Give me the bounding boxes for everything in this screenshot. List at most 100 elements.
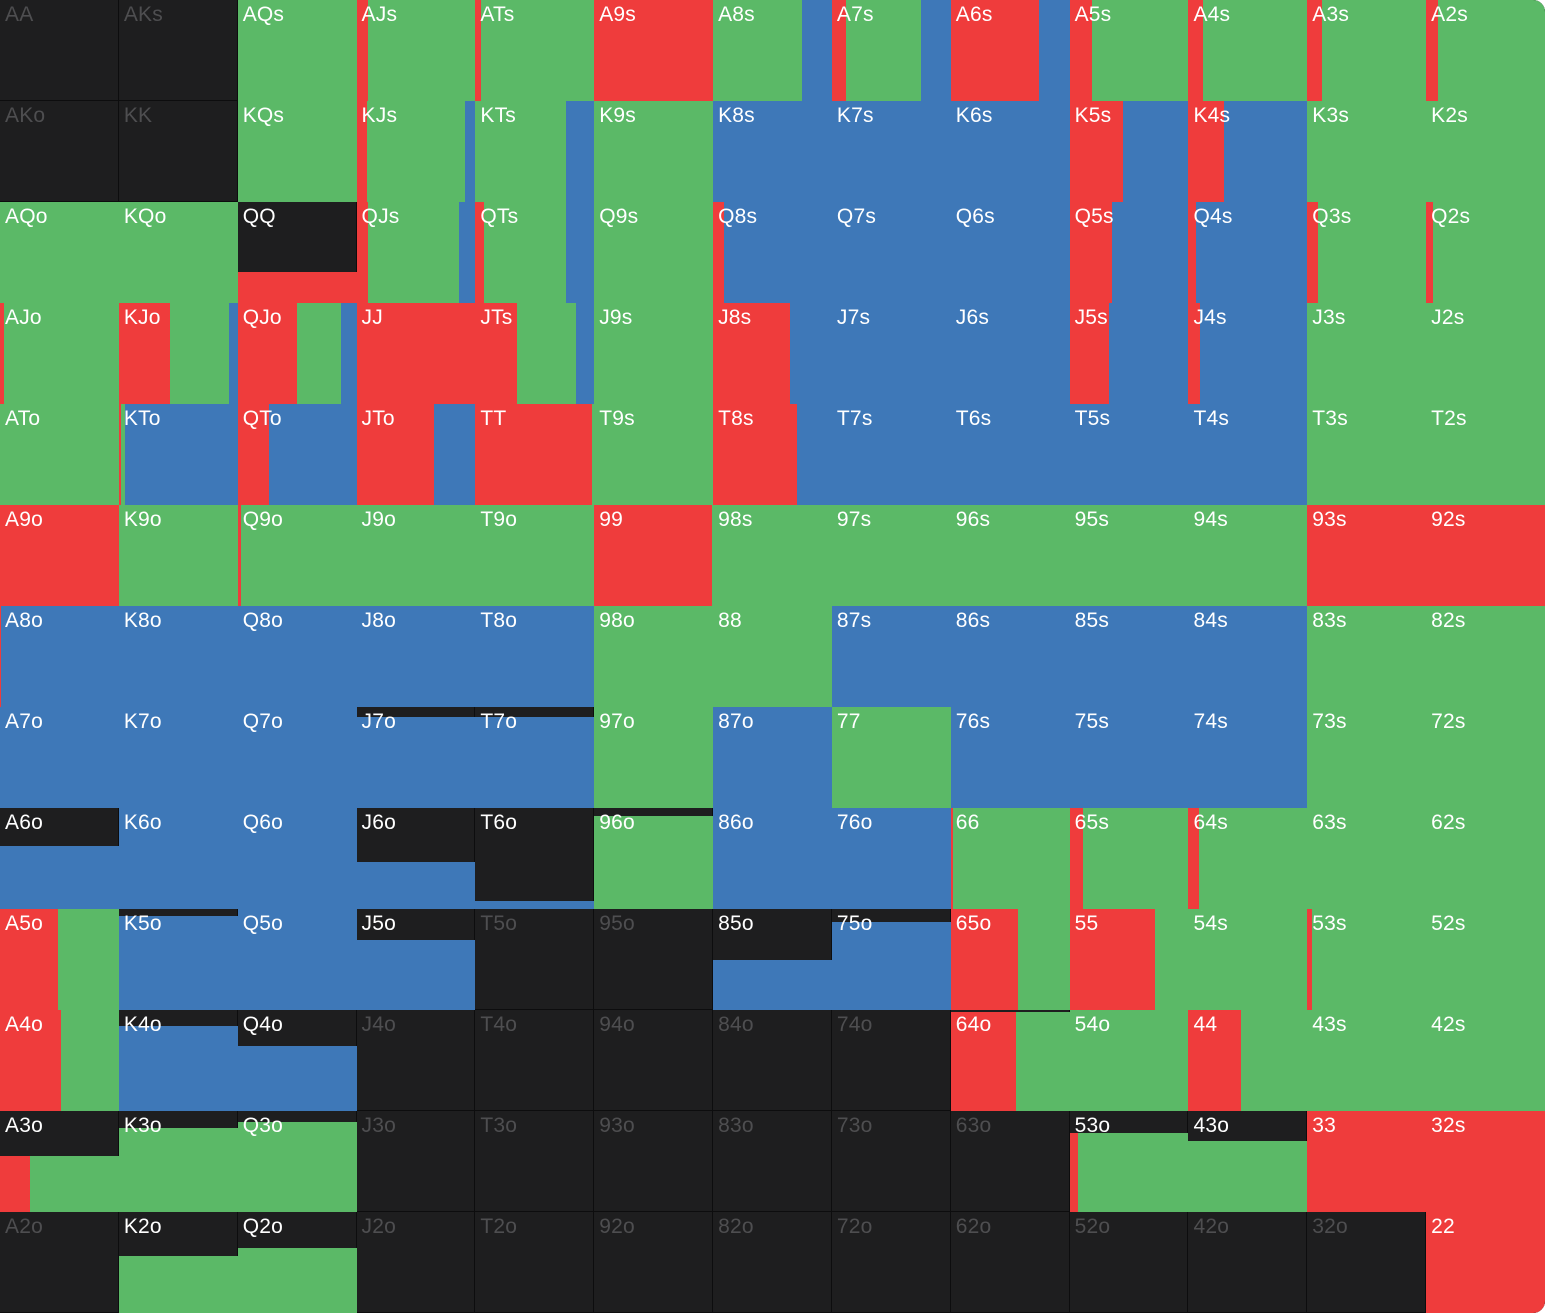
- hand-cell[interactable]: 65s: [1069, 808, 1189, 909]
- hand-cell[interactable]: Q5o: [237, 909, 357, 1010]
- hand-cell[interactable]: T4s: [1188, 404, 1308, 505]
- hand-cell[interactable]: JTs: [475, 303, 595, 404]
- hand-cell[interactable]: A9s: [594, 0, 714, 101]
- hand-cell[interactable]: J7s: [831, 303, 951, 404]
- hand-cell[interactable]: A8o: [0, 606, 119, 707]
- hand-cell[interactable]: TT: [475, 404, 595, 505]
- hand-cell[interactable]: 43o: [1188, 1111, 1308, 1212]
- hand-cell[interactable]: 95s: [1069, 505, 1189, 606]
- hand-cell[interactable]: A4s: [1188, 0, 1308, 101]
- hand-cell[interactable]: J4o: [356, 1010, 476, 1111]
- hand-cell[interactable]: ATo: [0, 404, 119, 505]
- hand-cell[interactable]: A4o: [0, 1010, 119, 1111]
- hand-cell[interactable]: K8o: [118, 606, 238, 707]
- hand-cell[interactable]: K7s: [831, 101, 951, 202]
- hand-cell[interactable]: Q8o: [237, 606, 357, 707]
- hand-cell[interactable]: J5o: [356, 909, 476, 1010]
- hand-cell[interactable]: 74o: [831, 1010, 951, 1111]
- hand-cell[interactable]: 83s: [1307, 606, 1427, 707]
- hand-cell[interactable]: 73s: [1307, 707, 1427, 808]
- hand-cell[interactable]: K5s: [1069, 101, 1189, 202]
- hand-cell[interactable]: KQo: [118, 202, 238, 303]
- hand-cell[interactable]: KK: [118, 101, 238, 202]
- hand-cell[interactable]: T5o: [475, 909, 595, 1010]
- hand-cell[interactable]: 86o: [713, 808, 832, 909]
- hand-cell[interactable]: 92s: [1426, 505, 1545, 606]
- hand-cell[interactable]: K6o: [118, 808, 238, 909]
- hand-cell[interactable]: 66: [950, 808, 1070, 909]
- hand-cell[interactable]: A3s: [1307, 0, 1427, 101]
- hand-cell[interactable]: T8o: [475, 606, 595, 707]
- hand-cell[interactable]: K7o: [118, 707, 238, 808]
- hand-cell[interactable]: 94s: [1188, 505, 1308, 606]
- hand-cell[interactable]: A7o: [0, 707, 119, 808]
- hand-cell[interactable]: 87s: [831, 606, 951, 707]
- hand-cell[interactable]: J6o: [356, 808, 476, 909]
- hand-cell[interactable]: K2s: [1426, 101, 1545, 202]
- hand-cell[interactable]: A3o: [0, 1111, 119, 1212]
- hand-cell[interactable]: Q2o: [237, 1212, 357, 1313]
- hand-cell[interactable]: J3s: [1307, 303, 1427, 404]
- hand-cell[interactable]: J6s: [950, 303, 1070, 404]
- hand-cell[interactable]: J5s: [1069, 303, 1189, 404]
- hand-cell[interactable]: J4s: [1188, 303, 1308, 404]
- hand-cell[interactable]: T9s: [594, 404, 714, 505]
- hand-cell[interactable]: JTo: [356, 404, 476, 505]
- hand-cell[interactable]: 76s: [950, 707, 1070, 808]
- hand-cell[interactable]: Q7o: [237, 707, 357, 808]
- hand-cell[interactable]: K9s: [594, 101, 714, 202]
- hand-cell[interactable]: 82o: [713, 1212, 832, 1313]
- hand-cell[interactable]: 63s: [1307, 808, 1427, 909]
- hand-cell[interactable]: 62o: [950, 1212, 1070, 1313]
- hand-cell[interactable]: 72s: [1426, 707, 1545, 808]
- hand-cell[interactable]: J9s: [594, 303, 714, 404]
- hand-cell[interactable]: 32o: [1307, 1212, 1427, 1313]
- hand-cell[interactable]: 63o: [950, 1111, 1070, 1212]
- hand-cell[interactable]: Q3o: [237, 1111, 357, 1212]
- hand-cell[interactable]: 96o: [594, 808, 714, 909]
- hand-cell[interactable]: 52s: [1426, 909, 1545, 1010]
- hand-cell[interactable]: J8o: [356, 606, 476, 707]
- hand-cell[interactable]: T7s: [831, 404, 951, 505]
- hand-cell[interactable]: AKo: [0, 101, 119, 202]
- hand-cell[interactable]: Q8s: [713, 202, 832, 303]
- hand-cell[interactable]: 92o: [594, 1212, 714, 1313]
- hand-cell[interactable]: J7o: [356, 707, 476, 808]
- hand-cell[interactable]: A7s: [831, 0, 951, 101]
- hand-cell[interactable]: T2s: [1426, 404, 1545, 505]
- hand-cell[interactable]: T8s: [713, 404, 832, 505]
- hand-cell[interactable]: K6s: [950, 101, 1070, 202]
- hand-cell[interactable]: 88: [713, 606, 832, 707]
- hand-cell[interactable]: AJo: [0, 303, 119, 404]
- hand-cell[interactable]: 42o: [1188, 1212, 1308, 1313]
- hand-cell[interactable]: T3s: [1307, 404, 1427, 505]
- hand-cell[interactable]: T2o: [475, 1212, 595, 1313]
- hand-cell[interactable]: 42s: [1426, 1010, 1545, 1111]
- hand-cell[interactable]: QJo: [237, 303, 357, 404]
- hand-cell[interactable]: A8s: [713, 0, 832, 101]
- hand-cell[interactable]: J8s: [713, 303, 832, 404]
- hand-cell[interactable]: QTs: [475, 202, 595, 303]
- hand-cell[interactable]: 54o: [1069, 1010, 1189, 1111]
- hand-cell[interactable]: 87o: [713, 707, 832, 808]
- hand-cell[interactable]: K2o: [118, 1212, 238, 1313]
- hand-cell[interactable]: 32s: [1426, 1111, 1545, 1212]
- hand-cell[interactable]: K4s: [1188, 101, 1308, 202]
- hand-cell[interactable]: T7o: [475, 707, 595, 808]
- hand-cell[interactable]: 85o: [713, 909, 832, 1010]
- hand-cell[interactable]: QJs: [356, 202, 476, 303]
- hand-cell[interactable]: A5s: [1069, 0, 1189, 101]
- hand-cell[interactable]: 64o: [950, 1010, 1070, 1111]
- hand-cell[interactable]: A5o: [0, 909, 119, 1010]
- hand-cell[interactable]: 85s: [1069, 606, 1189, 707]
- hand-cell[interactable]: 94o: [594, 1010, 714, 1111]
- hand-cell[interactable]: 82s: [1426, 606, 1545, 707]
- hand-cell[interactable]: 95o: [594, 909, 714, 1010]
- hand-cell[interactable]: J2s: [1426, 303, 1545, 404]
- hand-cell[interactable]: 86s: [950, 606, 1070, 707]
- hand-cell[interactable]: 43s: [1307, 1010, 1427, 1111]
- hand-cell[interactable]: 97o: [594, 707, 714, 808]
- hand-cell[interactable]: 44: [1188, 1010, 1308, 1111]
- hand-cell[interactable]: Q6s: [950, 202, 1070, 303]
- hand-cell[interactable]: 62s: [1426, 808, 1545, 909]
